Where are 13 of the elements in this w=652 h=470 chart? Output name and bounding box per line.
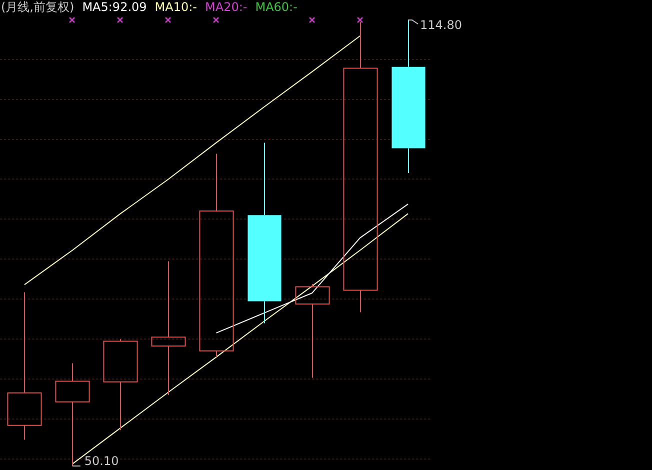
candlestick	[248, 142, 282, 324]
annotation: 50.10	[84, 454, 119, 468]
legend-label: MA20:-	[205, 0, 248, 15]
annotation: 114.80	[420, 18, 462, 32]
candlestick	[7, 292, 42, 440]
legend-label: MA10:-	[154, 0, 197, 15]
candlestick	[295, 284, 330, 378]
candlestick	[199, 153, 234, 358]
chart-title: (月线,前复权)	[1, 0, 74, 15]
candlestick	[103, 338, 138, 431]
legend-label: MA60:-	[255, 0, 298, 15]
text: MA5:92.09	[82, 0, 147, 15]
candlestick	[151, 260, 186, 396]
